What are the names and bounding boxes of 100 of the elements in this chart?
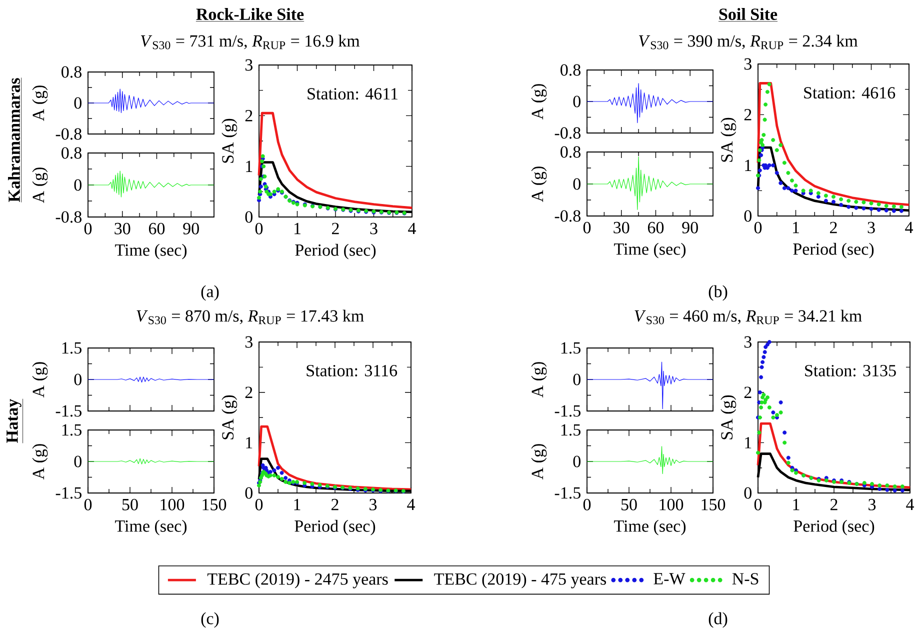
x-axis-title: Time (sec) (614, 520, 686, 536)
y-tick-label: -0.8 (56, 128, 82, 140)
x-tick-label: 2 (332, 498, 338, 510)
x-tick-label: 60 (648, 222, 664, 234)
text: V$_{S30}$ = 870 m/s, R$_{RUP}$ = 17.43 km (136, 310, 364, 324)
text: Rock-Like Site (196, 8, 304, 20)
y-tick-label: 0.8 (62, 147, 82, 159)
text: Soil Site (719, 8, 778, 20)
x-tick-label: 3 (868, 222, 875, 234)
y-tick-label: 3 (744, 336, 752, 348)
x-tick-label: 0 (583, 222, 591, 234)
y-tick-label: -0.8 (56, 211, 82, 223)
y-axis-title: A (g) (32, 86, 48, 122)
y-tick-label: 0 (74, 456, 82, 468)
y-axis-title: A (g) (531, 166, 547, 202)
x-axis-title: Time (sec) (115, 244, 187, 260)
text: (b) (708, 285, 728, 301)
y-tick-label: 1 (246, 160, 252, 172)
text: V$_{S30}$ = 731 m/s, R$_{RUP}$ = 16.9 km (141, 34, 360, 50)
y-tick-label: 0 (573, 178, 580, 190)
y-tick-label: -0.8 (554, 210, 580, 222)
text: Kahramanmaras (8, 78, 20, 202)
y-tick-label: 0.8 (560, 146, 580, 158)
text: V$_{S30}$ = 460 m/s, R$_{RUP}$ = 34.21 km (634, 310, 862, 324)
x-tick-label: 0 (84, 222, 92, 234)
y-tick-label: 3 (245, 336, 252, 348)
x-axis-title: Time (sec) (115, 520, 187, 536)
x-axis-title: Period (sec) (793, 242, 874, 258)
legend-label: TEBC (2019) - 2475 years (207, 572, 388, 588)
x-tick-label: 30 (614, 222, 630, 234)
y-tick-label: 1 (246, 437, 252, 448)
x-tick-label: 100 (160, 498, 184, 510)
y-tick-label: 0 (744, 487, 752, 499)
x-tick-label: 0 (84, 498, 92, 510)
x-tick-label: 3 (370, 498, 377, 510)
y-axis-title: A (g) (531, 362, 547, 398)
y-tick-label: 0 (245, 487, 252, 499)
x-tick-label: 150 (202, 498, 226, 510)
x-tick-label: 3 (370, 222, 378, 234)
y-tick-label: -1.5 (554, 487, 580, 499)
x-tick-label: 4 (407, 498, 415, 510)
x-tick-label: 0 (754, 222, 762, 234)
y-tick-label: 2 (245, 386, 252, 398)
legend-label: TEBC (2019) - 475 years (434, 572, 606, 588)
y-tick-label: -1.5 (56, 405, 82, 417)
y-tick-label: -1.5 (56, 487, 82, 499)
y-tick-label: -1.5 (554, 405, 580, 417)
annotation: Station: 4616 (804, 87, 896, 99)
y-tick-label: 3 (744, 58, 752, 70)
x-tick-label: 4 (906, 498, 914, 510)
y-tick-label: 0.8 (560, 64, 580, 76)
y-tick-label: 1 (745, 160, 752, 171)
legend-label: N-S (732, 573, 758, 585)
text: (a) (201, 285, 219, 301)
y-axis-title: A (g) (531, 444, 547, 480)
y-axis-title: A (g) (32, 444, 48, 480)
y-tick-label: 0 (74, 374, 82, 386)
y-tick-label: 0 (245, 211, 252, 223)
x-tick-label: 1 (793, 498, 800, 510)
x-tick-label: 4 (905, 222, 913, 234)
y-tick-label: 0 (744, 210, 752, 222)
x-tick-label: 0 (754, 498, 762, 510)
y-tick-label: 2 (744, 109, 752, 120)
x-axis-title: Time (sec) (614, 242, 686, 258)
x-tick-label: 2 (332, 222, 339, 234)
x-tick-label: 4 (408, 222, 416, 234)
y-tick-label: 0 (573, 456, 580, 468)
x-tick-label: 60 (148, 222, 165, 234)
y-axis-title: A (g) (531, 84, 547, 120)
y-axis-title: A (g) (32, 362, 48, 398)
text: Hatay (6, 398, 22, 443)
y-tick-label: 0.8 (62, 66, 82, 78)
y-axis-title: SA (g) (222, 395, 238, 440)
y-tick-label: 1.5 (561, 424, 580, 436)
y-tick-label: 3 (245, 59, 252, 71)
x-tick-label: 2 (830, 498, 838, 510)
legend-label: E-W (654, 573, 686, 585)
x-tick-label: 1 (793, 222, 799, 234)
text: (d) (708, 612, 728, 628)
x-tick-label: 50 (122, 498, 138, 510)
y-tick-label: 0 (74, 97, 82, 109)
x-tick-label: 3 (868, 498, 876, 510)
x-tick-label: 1 (294, 222, 300, 234)
x-tick-label: 1 (294, 498, 300, 510)
annotation: Station: 4611 (308, 88, 398, 100)
x-axis-title: Period (sec) (295, 244, 376, 260)
y-axis-title: SA (g) (720, 118, 736, 162)
x-tick-label: 0 (255, 498, 263, 510)
x-tick-label: 50 (621, 498, 637, 510)
x-tick-label: 90 (183, 222, 199, 234)
y-tick-label: 0 (573, 374, 580, 386)
x-tick-label: 100 (660, 498, 684, 510)
y-tick-label: 1 (745, 437, 752, 448)
y-tick-label: 0 (573, 96, 580, 108)
text: V$_{S30}$ = 390 m/s, R$_{RUP}$ = 2.34 km (639, 34, 858, 50)
x-tick-label: 30 (114, 222, 130, 234)
annotation: Station: 3135 (805, 364, 896, 376)
y-axis-title: A (g) (32, 168, 48, 204)
x-tick-label: 0 (255, 222, 263, 234)
y-tick-label: 2 (245, 110, 252, 122)
